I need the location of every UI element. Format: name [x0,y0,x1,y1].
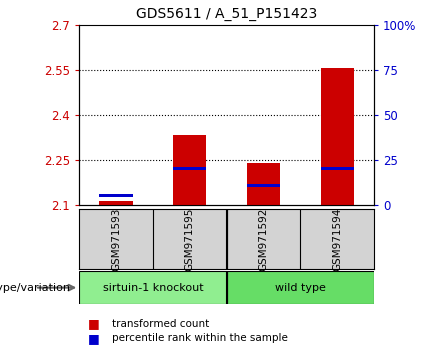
Bar [99,194,132,197]
Text: GSM971594: GSM971594 [332,207,342,271]
Bar [227,271,374,304]
Bar [247,184,280,187]
Bar [321,68,354,205]
Text: GSM971592: GSM971592 [258,207,268,271]
Bar [99,201,132,205]
Bar [247,163,280,205]
Bar [173,135,206,205]
Text: sirtuin-1 knockout: sirtuin-1 knockout [103,282,203,293]
Bar [173,167,206,170]
Text: GSM971593: GSM971593 [111,207,121,271]
Text: ■: ■ [88,332,100,344]
Text: wild type: wild type [275,282,326,293]
Bar [79,271,227,304]
Title: GDS5611 / A_51_P151423: GDS5611 / A_51_P151423 [136,7,317,21]
Text: GSM971595: GSM971595 [185,207,195,271]
Bar [321,167,354,170]
Text: percentile rank within the sample: percentile rank within the sample [112,333,288,343]
Text: ■: ■ [88,318,100,330]
Text: genotype/variation: genotype/variation [0,282,70,293]
Text: transformed count: transformed count [112,319,209,329]
